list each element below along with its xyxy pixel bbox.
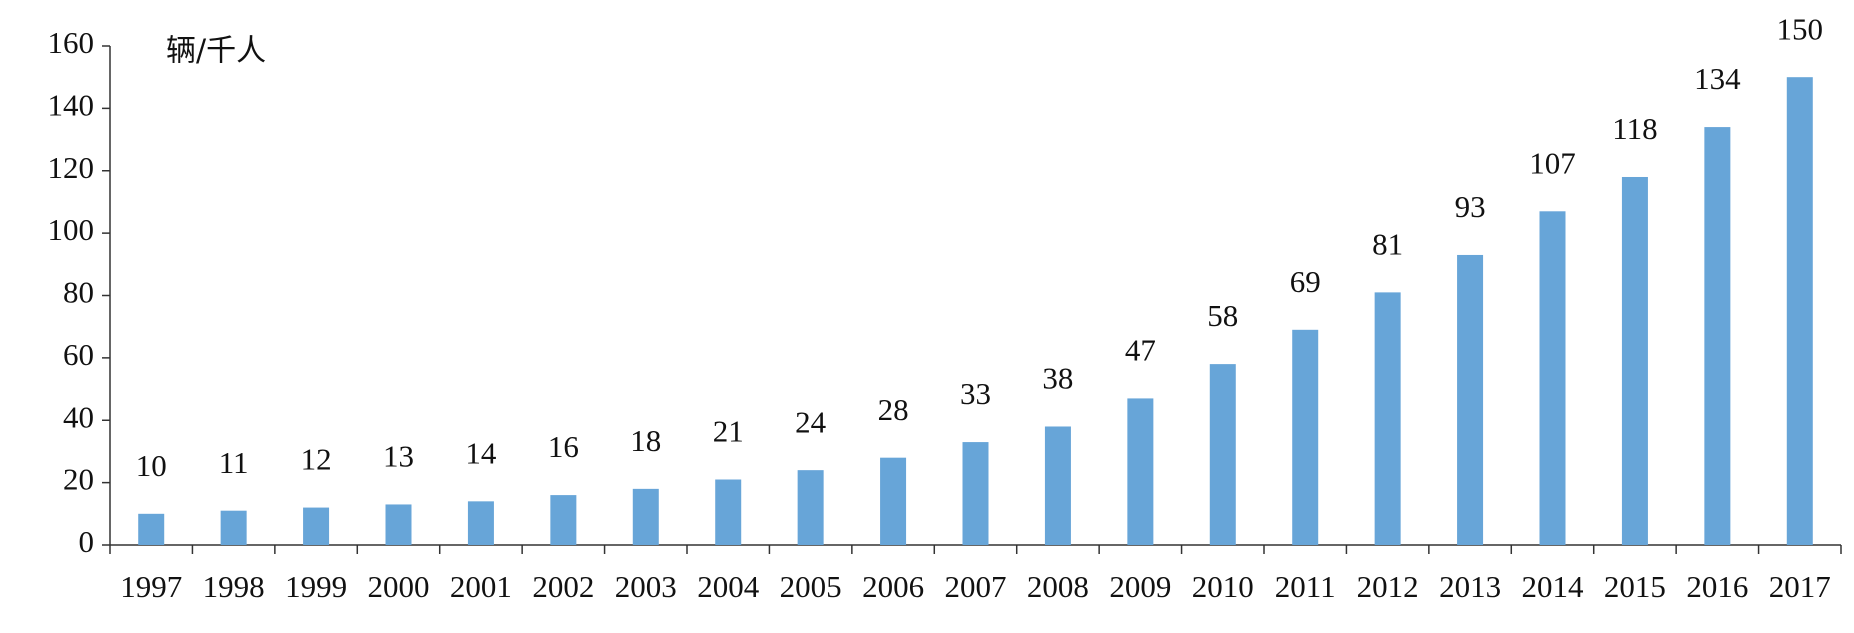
data-label: 10 [136, 448, 167, 483]
data-label: 33 [960, 376, 991, 411]
bar [385, 504, 412, 545]
data-label: 13 [383, 439, 414, 474]
data-label: 107 [1529, 145, 1576, 180]
y-tick-label: 60 [63, 337, 94, 372]
x-tick-label: 2007 [945, 569, 1007, 604]
x-tick-label: 2015 [1604, 569, 1666, 604]
data-label: 16 [548, 429, 579, 464]
x-tick-label: 2006 [862, 569, 924, 604]
y-tick-label: 0 [79, 524, 95, 559]
x-tick-label: 2004 [697, 569, 760, 604]
bar [1127, 398, 1154, 545]
x-tick-label: 1998 [203, 569, 265, 604]
y-tick-label: 100 [48, 212, 95, 247]
data-label: 134 [1694, 61, 1741, 96]
bar [467, 501, 494, 545]
y-tick-label: 20 [63, 462, 94, 497]
y-tick-label: 160 [48, 25, 95, 60]
bar [797, 470, 824, 545]
x-tick-label: 1999 [285, 569, 347, 604]
unit-label: 辆/千人 [166, 34, 266, 69]
bar [1044, 426, 1071, 545]
x-tick-label: 2008 [1027, 569, 1089, 604]
data-label: 81 [1372, 226, 1403, 261]
bar [632, 488, 659, 545]
x-tick-label: 2002 [532, 569, 594, 604]
data-label: 21 [713, 414, 744, 449]
bar [1539, 211, 1566, 545]
y-tick-label: 80 [63, 275, 94, 310]
bar [1209, 364, 1236, 545]
bar [1374, 292, 1401, 545]
x-tick-label: 2009 [1109, 569, 1171, 604]
data-label: 118 [1612, 111, 1657, 146]
x-tick-label: 2016 [1686, 569, 1748, 604]
data-label: 58 [1207, 298, 1238, 333]
data-label: 18 [630, 423, 661, 458]
x-tick-label: 2001 [450, 569, 512, 604]
bar [1704, 127, 1731, 546]
bar [715, 479, 742, 545]
bar [1292, 329, 1319, 545]
data-label: 24 [795, 404, 827, 439]
data-label: 11 [219, 445, 249, 480]
data-label: 93 [1455, 189, 1486, 224]
y-tick-label: 140 [48, 87, 95, 122]
data-label: 38 [1042, 361, 1073, 396]
x-tick-label: 2005 [780, 569, 842, 604]
x-tick-label: 2017 [1769, 569, 1831, 604]
data-label: 69 [1290, 264, 1321, 299]
bar [220, 510, 247, 545]
bar [1786, 77, 1813, 545]
x-tick-label: 2010 [1192, 569, 1254, 604]
bar [550, 495, 577, 545]
x-tick-label: 2014 [1522, 569, 1585, 604]
data-label: 28 [878, 392, 909, 427]
bar [1621, 176, 1648, 546]
x-tick-label: 2000 [368, 569, 430, 604]
data-label: 14 [465, 435, 497, 470]
x-tick-label: 2011 [1275, 569, 1336, 604]
x-tick-label: 2003 [615, 569, 677, 604]
y-tick-label: 40 [63, 399, 94, 434]
bar [1457, 254, 1484, 546]
data-label: 150 [1777, 11, 1824, 46]
bar [880, 457, 907, 545]
bar [138, 513, 165, 545]
data-label: 47 [1125, 333, 1156, 368]
x-tick-label: 2013 [1439, 569, 1501, 604]
bar [962, 442, 989, 545]
bar [303, 507, 330, 545]
data-label: 12 [301, 442, 332, 477]
x-tick-label: 1997 [120, 569, 182, 604]
x-tick-label: 2012 [1357, 569, 1419, 604]
y-tick-label: 120 [48, 150, 95, 185]
